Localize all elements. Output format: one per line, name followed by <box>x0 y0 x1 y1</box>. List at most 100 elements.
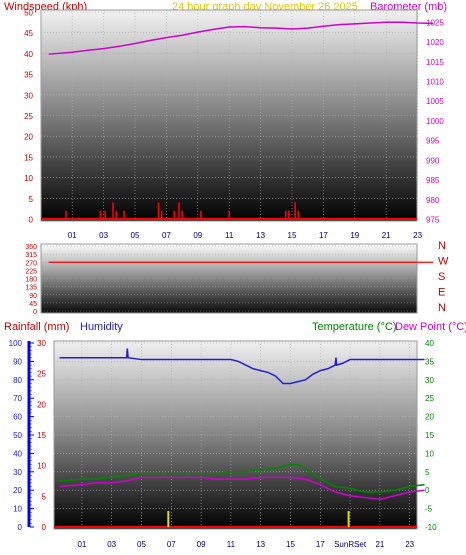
wind-x-tick-label: 21 <box>382 231 391 240</box>
direction-tick-label: 90 <box>29 293 37 300</box>
temperature-x-tick-label: 07 <box>167 540 176 549</box>
barometer-tick-label: 1000 <box>426 117 444 126</box>
windspeed-bar <box>112 202 114 219</box>
windspeed-tick-label: 5 <box>29 195 34 204</box>
barometer-line <box>48 21 434 55</box>
rainfall-tick-label: 0 <box>42 523 47 532</box>
wind-x-tick-label: 23 <box>413 231 422 240</box>
wind-x-tick-label: 03 <box>99 231 108 240</box>
wind-panel-x-ticks: 01 03 05 07 09 11 13 15 17 19 21 23 <box>68 231 423 240</box>
humidity-tick-label: 40 <box>13 449 22 458</box>
humidity-line <box>59 348 425 385</box>
barometer-tick-label: 1020 <box>426 38 444 47</box>
windspeed-tick-label: 40 <box>24 50 33 59</box>
temperature-x-tick-label: 17 <box>316 540 325 549</box>
compass-label: N <box>438 302 446 314</box>
temperature-tick-label: 40 <box>425 339 434 348</box>
barometer-tick-label: 990 <box>426 156 440 165</box>
direction-tick-label: 360 <box>25 244 37 251</box>
windspeed-tick-label: 10 <box>24 174 33 183</box>
dewpoint-axis-title: Dew Point (°C) <box>395 321 466 333</box>
wind-x-tick-label: 15 <box>288 231 297 240</box>
windspeed-tick-label: 50 <box>24 9 33 18</box>
windspeed-bar <box>297 210 300 219</box>
windspeed-bar <box>99 210 102 219</box>
temperature-tick-label: -5 <box>425 505 433 514</box>
humidity-tick-label: 80 <box>13 376 22 385</box>
barometer-tick-label: 1005 <box>426 97 444 106</box>
wind-x-tick-label: 01 <box>68 231 77 240</box>
temperature-line <box>59 463 425 493</box>
rainfall-axis-ticks: 0 5 10 15 20 25 30 <box>37 339 46 532</box>
compass-label: W <box>438 256 449 268</box>
wind-x-tick-label: 09 <box>193 231 202 240</box>
humidity-axis-ticks: 0 10 20 30 40 50 60 70 80 90 100 <box>9 339 34 532</box>
barometer-tick-label: 995 <box>426 137 440 146</box>
barometer-tick-label: 975 <box>426 216 440 225</box>
windspeed-bar <box>178 202 180 219</box>
windspeed-bars <box>65 202 300 219</box>
windspeed-tick-label: 20 <box>24 133 33 142</box>
temperature-tick-label: 30 <box>425 376 434 385</box>
temperature-x-tick-label: SunRSet <box>334 540 367 549</box>
direction-panel-background <box>40 243 418 314</box>
rainfall-tick-label: 10 <box>37 462 46 471</box>
temperature-x-tick-label: 05 <box>137 540 146 549</box>
humidity-tick-label: 50 <box>13 431 22 440</box>
temperature-x-tick-label: 01 <box>77 540 86 549</box>
compass-label: N <box>438 240 446 252</box>
direction-tick-label: 0 <box>33 309 37 316</box>
compass-label: E <box>438 287 445 299</box>
wind-x-tick-label: 19 <box>350 231 359 240</box>
wind-x-tick-label: 05 <box>131 231 140 240</box>
wind-x-tick-label: 17 <box>319 231 328 240</box>
humidity-tick-label: 100 <box>9 339 23 348</box>
windspeed-bar <box>160 210 163 219</box>
direction-tick-label: 225 <box>25 268 37 275</box>
temperature-x-tick-label: 21 <box>375 540 384 549</box>
windspeed-bar <box>288 210 290 219</box>
compass-label: S <box>438 271 445 283</box>
barometer-tick-label: 980 <box>426 196 440 205</box>
wind-x-tick-label: 07 <box>162 231 171 240</box>
windspeed-tick-label: 35 <box>24 71 33 80</box>
windspeed-tick-label: 45 <box>24 29 33 38</box>
windspeed-bar <box>173 210 176 219</box>
direction-tick-label: 270 <box>25 260 37 267</box>
temperature-tick-label: -10 <box>425 523 437 532</box>
wind-x-tick-label: 11 <box>225 231 234 240</box>
humidity-tick-label: 10 <box>13 505 22 514</box>
rainfall-tick-label: 5 <box>42 492 47 501</box>
windspeed-axis-ticks: 0 5 10 15 20 25 30 35 40 45 50 <box>24 9 33 225</box>
temperature-tick-label: 0 <box>425 486 430 495</box>
direction-tick-label: 135 <box>25 285 37 292</box>
temperature-x-tick-label: 03 <box>107 540 116 549</box>
rainfall-tick-label: 25 <box>37 370 46 379</box>
rainfall-tick-label: 15 <box>37 431 46 440</box>
temperature-axis-ticks: -10 -5 0 5 10 15 20 25 30 35 40 <box>425 339 437 532</box>
humidity-axis-title: Humidity <box>80 321 123 333</box>
temperature-panel-x-ticks: 01 03 05 07 09 11 13 15 17 SunRSet 21 23 <box>77 540 414 549</box>
windspeed-tick-label: 15 <box>24 153 33 162</box>
temperature-tick-label: 20 <box>425 413 434 422</box>
humidity-tick-label: 60 <box>13 413 22 422</box>
windspeed-bar <box>157 202 160 219</box>
windspeed-tick-label: 25 <box>24 112 33 121</box>
windspeed-bar <box>294 202 296 219</box>
windspeed-bar <box>284 210 287 219</box>
barometer-tick-label: 1025 <box>426 18 444 27</box>
windspeed-bar <box>104 210 106 219</box>
temperature-tick-label: 10 <box>425 449 434 458</box>
humidity-tick-label: 0 <box>18 523 23 532</box>
temperature-tick-label: 15 <box>425 431 434 440</box>
windspeed-bar <box>115 210 117 219</box>
temperature-x-tick-label: 11 <box>227 540 236 549</box>
humidity-tick-label: 90 <box>13 357 22 366</box>
temperature-panel-series <box>59 348 425 527</box>
temperature-x-tick-label: 15 <box>286 540 295 549</box>
windspeed-tick-label: 0 <box>29 216 34 225</box>
direction-tick-label: 315 <box>25 252 37 259</box>
dewpoint-line <box>59 476 425 501</box>
